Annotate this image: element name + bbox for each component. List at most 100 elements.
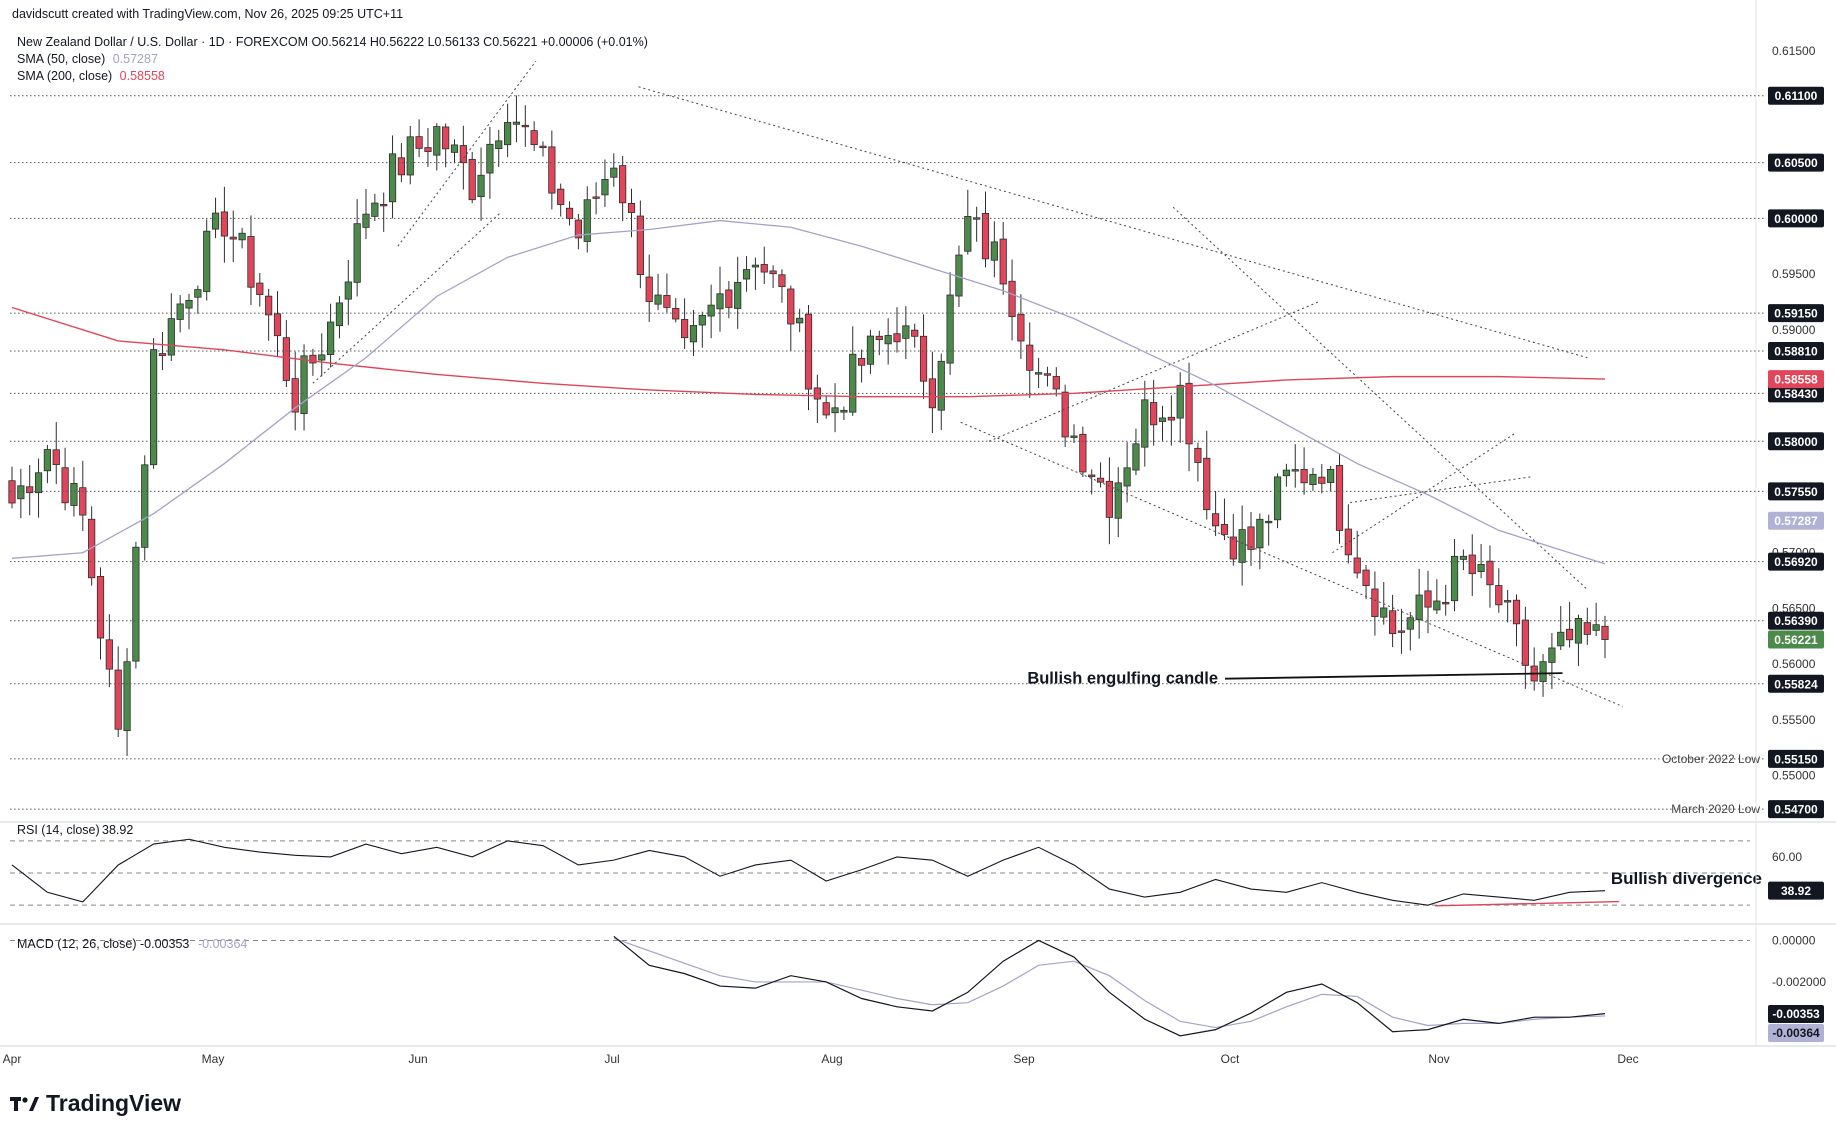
trendline-channel-top (397, 60, 537, 247)
annotation-engulfing-line (1224, 672, 1563, 680)
price-axis-tick: 0.55000 (1772, 769, 1816, 783)
candle-up (1273, 476, 1282, 521)
candle-up (1380, 607, 1388, 618)
candle-up (849, 353, 857, 413)
candle-down (424, 147, 432, 152)
candle-up (583, 199, 591, 242)
candle-up (1238, 529, 1246, 563)
candle-down (760, 264, 768, 273)
time-axis-label: Dec (1617, 1052, 1638, 1066)
candle-up (194, 289, 202, 298)
candle-down (1512, 599, 1521, 625)
candle-up (477, 174, 485, 198)
level-badge-label: 0.60500 (1774, 156, 1818, 170)
candle-up (1477, 563, 1485, 572)
candle-down (619, 165, 627, 204)
level-badge-label: 0.56920 (1774, 555, 1818, 569)
time-axis-label: Nov (1428, 1052, 1449, 1066)
candle-up (141, 464, 149, 548)
candle-up (964, 216, 972, 252)
sma200-legend: SMA (200, close) 0.58558 (17, 69, 165, 83)
candle-up (1592, 624, 1600, 631)
candle-down (1362, 569, 1370, 586)
candle-up (335, 302, 344, 327)
candle-down (1468, 554, 1476, 575)
candle-up (1415, 594, 1423, 621)
candle-down (725, 289, 733, 308)
level-badge (1768, 86, 1824, 105)
time-axis-label: Aug (821, 1052, 842, 1066)
macd-axis-tick: 0.00000 (1772, 933, 1816, 947)
candle-up (362, 213, 370, 228)
candle-up (503, 122, 512, 146)
badge-sma200 (1768, 370, 1824, 389)
sma50-legend-label: SMA (50, close) (17, 52, 106, 66)
candle-down (273, 313, 282, 337)
level-badge (1768, 674, 1824, 693)
candle-down (1185, 382, 1193, 445)
macd-value: -0.00353 (140, 937, 189, 951)
level-badge-label: 0.58810 (1774, 344, 1818, 358)
candle-down (548, 146, 556, 194)
tradingview-logo[interactable]: TradingView (10, 1090, 181, 1117)
candle-up (203, 230, 211, 292)
macd-signal-badge (1768, 1024, 1824, 1042)
candle-up (1406, 617, 1414, 630)
candle-down (875, 335, 883, 341)
candle-down (52, 449, 60, 466)
candle-down (1088, 474, 1096, 478)
candle-up (318, 354, 326, 361)
candle-up (300, 355, 308, 414)
candle-down (663, 295, 671, 308)
candle-up (610, 167, 618, 178)
candle-down (636, 215, 644, 275)
trendline-falling-support (960, 421, 1623, 707)
candle-up (34, 472, 43, 494)
level-badge (1768, 209, 1824, 228)
sma200-line (11, 306, 1606, 398)
candle-up (1459, 555, 1467, 560)
candle-up (450, 144, 459, 153)
candle-up (1132, 443, 1140, 471)
candle-up (1450, 555, 1459, 602)
candle-up (707, 304, 715, 317)
candle-down (1212, 513, 1220, 527)
badge-last-label: 0.56221 (1774, 633, 1818, 647)
candle-down (539, 145, 547, 149)
candle-down (1167, 416, 1175, 421)
rsi-axis-tick: 60.00 (1772, 850, 1802, 864)
level-badge (1768, 800, 1824, 819)
level-badge-label: 0.58430 (1774, 387, 1818, 401)
candle-up (831, 407, 839, 414)
level-note: October 2022 Low (1662, 752, 1760, 766)
candle-up (902, 325, 910, 339)
macd-label: MACD (12, 26, close) (17, 937, 136, 951)
candle-up (946, 294, 954, 364)
candle-down (804, 313, 813, 390)
candle-up (990, 241, 998, 261)
candle-up (353, 223, 361, 283)
sma50-line (11, 219, 1606, 565)
candle-down (1079, 433, 1087, 473)
candle-up (796, 317, 804, 324)
candle-down (1601, 625, 1609, 640)
candle-up (211, 212, 220, 230)
candle-down (521, 124, 529, 128)
candle-down (380, 203, 388, 207)
candle-down (79, 487, 87, 516)
candle-down (911, 329, 919, 337)
candle-down (1229, 536, 1237, 560)
candle-up (1433, 600, 1441, 611)
level-badge (1768, 611, 1824, 630)
candle-up (1557, 631, 1565, 647)
time-axis-label: May (202, 1052, 225, 1066)
candle-down (96, 575, 105, 639)
candle-up (1265, 520, 1273, 524)
candle-down (1486, 560, 1494, 586)
candle-up (326, 321, 335, 356)
macd-signal-line (613, 937, 1606, 1029)
candle-up (167, 318, 175, 356)
candle-up (344, 281, 352, 300)
